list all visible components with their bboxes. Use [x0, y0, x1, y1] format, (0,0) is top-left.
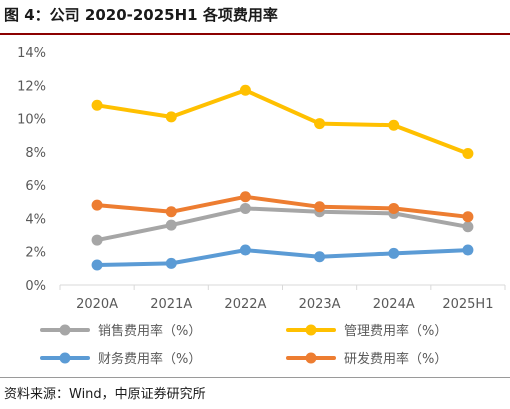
data-point [165, 219, 177, 231]
legend-item: 财务费用率（%） [40, 351, 201, 367]
data-point [462, 211, 474, 223]
legend-label: 财务费用率（%） [98, 351, 201, 367]
legend: 销售费用率（%） 管理费用率（%） 财务费用率（%） 研发费用率（%） [40, 323, 447, 367]
data-point [388, 247, 400, 259]
data-point [314, 251, 326, 263]
x-tick-label: 2020A [76, 297, 118, 312]
x-axis: 2020A 2021A 2022A 2023A 2024A 2025H1 [59, 284, 506, 312]
y-tick-label: 0% [25, 279, 46, 294]
y-tick-label: 10% [17, 113, 46, 128]
data-point [388, 119, 400, 131]
data-point [462, 221, 474, 233]
series-layer [91, 84, 474, 271]
legend-swatch-marker [305, 324, 317, 336]
data-point [91, 199, 103, 211]
y-tick-label: 6% [25, 179, 46, 194]
data-point [462, 244, 474, 256]
legend-label: 研发费用率（%） [344, 351, 447, 367]
source-divider [0, 377, 510, 378]
series-line [95, 194, 470, 219]
legend-swatch-marker [305, 352, 317, 364]
data-point [165, 257, 177, 269]
series-line [95, 248, 470, 267]
data-point [91, 99, 103, 111]
data-point [239, 191, 251, 203]
data-point [388, 202, 400, 214]
title-divider [0, 33, 510, 35]
chart-area: 0% 2% 4% 6% 8% 10% 12% 14% 2020A 2021A 2022A 2023A… [0, 36, 510, 376]
legend-label: 销售费用率（%） [98, 323, 201, 339]
y-tick-label: 2% [25, 246, 46, 261]
legend-item: 管理费用率（%） [286, 323, 447, 339]
x-tick-label: 2023A [299, 297, 341, 312]
y-tick-label: 4% [25, 212, 46, 227]
series-line [95, 88, 470, 156]
data-point [314, 118, 326, 130]
y-tick-label: 12% [17, 79, 46, 94]
data-point [165, 206, 177, 218]
figure-title: 图 4：公司 2020-2025H1 各项费用率 [4, 6, 278, 24]
data-point [91, 234, 103, 246]
x-tick-label: 2021A [150, 297, 192, 312]
data-point [239, 244, 251, 256]
data-point [91, 259, 103, 271]
data-point [314, 201, 326, 213]
data-point [239, 202, 251, 214]
series-line [95, 206, 470, 243]
legend-item: 研发费用率（%） [286, 351, 447, 367]
legend-swatch-marker [59, 324, 71, 336]
y-axis: 0% 2% 4% 6% 8% 10% 12% 14% [17, 46, 46, 294]
x-tick-label: 2025H1 [442, 297, 493, 312]
expense-ratio-chart: 0% 2% 4% 6% 8% 10% 12% 14% 2020A 2021A 2022A 2023A… [17, 46, 506, 367]
legend-label: 管理费用率（%） [344, 323, 447, 339]
x-tick-label: 2024A [373, 297, 415, 312]
data-point [462, 148, 474, 160]
legend-item: 销售费用率（%） [40, 323, 201, 339]
source-note: 资料来源：Wind，中原证券研究所 [4, 387, 206, 402]
data-point [165, 111, 177, 123]
legend-swatch-marker [59, 352, 71, 364]
data-point [239, 84, 251, 96]
y-tick-label: 14% [17, 46, 46, 61]
y-tick-label: 8% [25, 146, 46, 161]
x-tick-label: 2022A [224, 297, 266, 312]
